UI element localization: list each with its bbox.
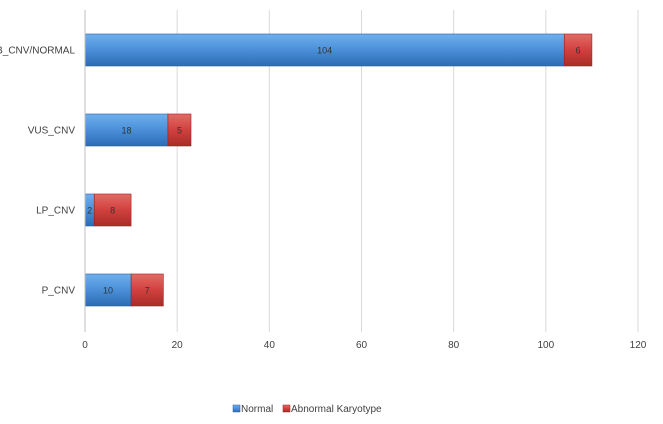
bar-abnormal-karyotype-b-cnv-normal: [563, 33, 593, 67]
bars: 10 7 2 8 18 5 104 6: [84, 33, 593, 307]
axes: 0 20 40 60 80 100 120 P_CNV LP_CNV VUS_CNV B_CNV/N…: [0, 10, 647, 351]
bar-abnormal-karyotype-p-cnv: [130, 273, 164, 307]
x-tick-label: 60: [356, 340, 368, 351]
legend-swatch: [232, 404, 241, 413]
y-category-label: B_CNV/NORMAL: [0, 46, 75, 57]
y-category-label: P_CNV: [42, 286, 76, 297]
data-label: 5: [177, 126, 182, 136]
x-tick-label: 40: [264, 340, 276, 351]
bar-normal-vus-cnv: [84, 113, 169, 147]
legend-label: Abnormal Karyotype: [291, 404, 382, 415]
data-label: 104: [317, 46, 332, 56]
bar-normal-p-cnv: [84, 273, 132, 307]
legend-label: Normal: [241, 404, 273, 415]
bar-abnormal-karyotype-lp-cnv: [93, 193, 132, 227]
y-category-label: VUS_CNV: [28, 126, 76, 137]
data-label: 10: [103, 286, 113, 296]
bar-normal-b-cnv-normal: [84, 33, 565, 67]
x-tick-label: 80: [448, 340, 460, 351]
data-label: 7: [145, 286, 150, 296]
legend: Normal Abnormal Karyotype: [232, 404, 382, 415]
x-tick-label: 100: [537, 340, 554, 351]
data-label: 6: [576, 46, 581, 56]
x-tick-label: 20: [172, 340, 184, 351]
data-label: 2: [87, 206, 92, 216]
data-label: 8: [110, 206, 115, 216]
x-tick-label: 120: [630, 340, 647, 351]
data-label: 18: [121, 126, 131, 136]
legend-swatch: [282, 404, 291, 413]
y-category-label: LP_CNV: [36, 206, 75, 217]
bar-abnormal-karyotype-vus-cnv: [167, 113, 192, 147]
x-tick-label: 0: [82, 340, 88, 351]
